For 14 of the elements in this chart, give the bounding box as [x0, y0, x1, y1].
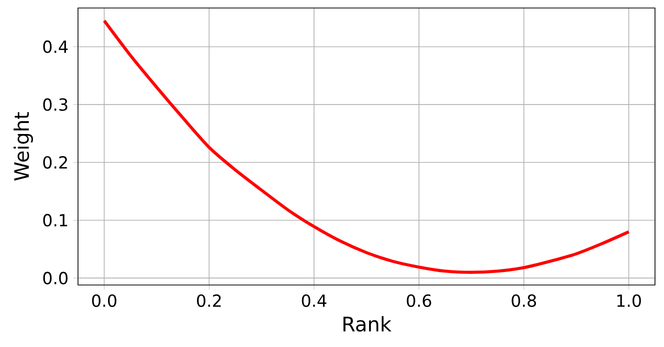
x-tick-label: 0.4 — [302, 294, 326, 307]
y-axis-title: Weight — [14, 112, 33, 181]
y-tick-label: 0.3 — [43, 98, 68, 111]
y-tick-label: 0.4 — [43, 40, 68, 54]
y-tick-label: 0.0 — [43, 272, 68, 284]
y-tick-label: 0.2 — [43, 156, 67, 169]
x-tick-label: 0.6 — [406, 294, 432, 307]
x-tick-label: 0.0 — [92, 294, 116, 307]
line-series — [102, 19, 630, 274]
y-tick-label: 0.1 — [43, 214, 68, 227]
x-tick-label: 1.0 — [617, 294, 641, 307]
x-axis-title: Rank — [343, 316, 392, 332]
x-tick-label: 0.8 — [512, 294, 536, 307]
x-tick-label: 0.2 — [196, 294, 221, 307]
